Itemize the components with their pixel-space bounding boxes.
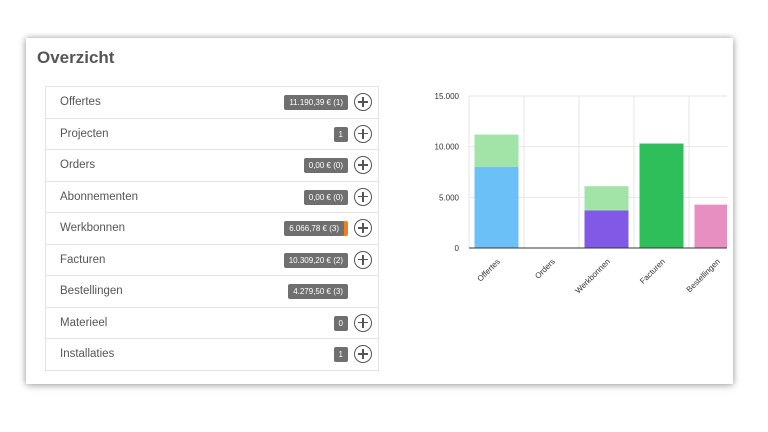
add-icon[interactable] [354,187,372,206]
value-badge[interactable]: 6.066,78 € (3) [284,221,344,236]
row-label: Bestellingen [60,285,123,297]
bar-segment [474,166,519,248]
row-label: Installaties [60,348,115,360]
overview-row[interactable]: Werkbonnen3.666,12 € (3)6.066,78 € (3) [46,213,378,245]
bar-segment [584,210,629,248]
overview-row[interactable]: Projecten 1 [46,119,378,150]
x-tick-label: Offertes [476,257,502,283]
overview-list: Offertes 11.190,39 € (1) Projecten 1 Orders 0… [45,86,379,371]
y-tick-label: 15.000 [435,92,460,101]
row-label: Offertes [60,96,101,108]
y-tick-label: 5.000 [439,193,460,202]
row-label: Materieel [60,316,108,329]
value-badge[interactable]: 0,00 € (0) [303,158,348,173]
add-icon[interactable] [354,93,372,111]
add-icon[interactable] [354,124,372,143]
row-label: Werkbonnen [60,222,125,234]
overview-row[interactable]: Offertes 11.190,39 € (1) [46,87,378,119]
add-icon[interactable] [354,345,372,363]
page-title: Overzicht [37,48,115,67]
overview-row[interactable]: Bestellingen 4.279,50 € (3) [46,276,378,308]
overview-panel: Overzicht Offertes 11.190,39 € (1) Project… [26,38,733,384]
bar-segment [694,204,727,248]
value-badge[interactable]: 0,00 € (0) [303,189,348,205]
overview-row[interactable]: Abonnementen 0,00 € (0) [46,182,378,213]
row-label: Projecten [60,127,109,140]
overview-row[interactable]: Facturen 10.309,20 € (2) [46,245,378,276]
row-label: Facturen [60,253,106,266]
y-tick-label: 10.000 [435,143,460,152]
value-badge[interactable]: 0 [333,315,348,331]
value-badge[interactable]: 11.190,39 € (1) [284,95,348,110]
x-tick-label: Bestellingen [685,257,722,294]
value-badge[interactable]: 1 [333,347,348,362]
bar-chart: 0 5.000 10.000 15.000 Offertes Orders Werkbonn… [435,92,727,295]
bar-segment [474,134,519,167]
add-icon[interactable] [354,313,372,332]
overview-row[interactable]: Installaties 1 [46,339,378,371]
value-badge[interactable]: 1 [333,126,348,142]
value-badge[interactable]: 10.309,20 € (2) [283,252,348,268]
overview-row[interactable]: Orders 0,00 € (0) [46,150,378,182]
row-label: Abonnementen [60,190,139,203]
add-icon[interactable] [354,156,372,174]
bar-segment [584,186,629,211]
overview-row[interactable]: Materieel 0 [46,308,378,339]
y-tick-label: 0 [455,244,460,253]
add-icon[interactable] [354,219,372,237]
x-tick-label: Orders [533,257,557,281]
value-badge[interactable]: 4.279,50 € (3) [288,284,348,299]
overview-chart: 0 5.000 10.000 15.000 Offertes Orders Werkbonn… [403,90,727,350]
x-tick-label: Facturen [638,257,667,286]
x-tick-label: Werkbonnen [574,257,612,295]
bar-segment [639,143,684,248]
add-icon[interactable] [354,250,372,269]
row-label: Orders [60,159,96,171]
